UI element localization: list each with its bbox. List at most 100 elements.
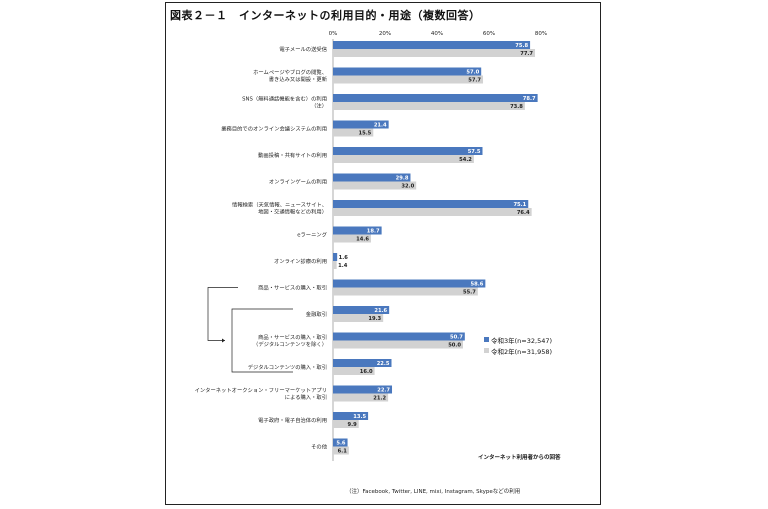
bar-series1 (333, 147, 483, 155)
bar-series2 (333, 49, 536, 57)
category-label: オンラインゲームの利用 (269, 178, 327, 186)
data-label-series1: 22.5 (377, 361, 390, 367)
bar-series1 (333, 438, 348, 447)
data-label-series2: 54.2 (459, 157, 472, 163)
data-label-series2: 77.7 (520, 51, 533, 57)
data-label-series1: 50.7 (450, 335, 463, 341)
category-label: ホームページやブログの閲覧、 (253, 68, 327, 76)
data-label-series1: 21.4 (374, 123, 387, 129)
data-label-series1: 75.8 (515, 43, 528, 49)
bar-series1 (333, 306, 390, 314)
data-label-series2: 1.4 (338, 263, 348, 269)
category-label: デジタルコンテンツの購入・取引 (248, 363, 327, 371)
bar-series1 (333, 385, 393, 394)
data-label-series2: 19.3 (368, 316, 381, 322)
x-tick-label: 80% (535, 31, 547, 37)
bar-series2 (333, 287, 478, 296)
bar-series2 (333, 102, 525, 110)
x-tick-label: 60% (483, 31, 495, 37)
data-label-series1: 57.5 (468, 149, 481, 155)
category-label: （デジタルコンテンツを除く） (253, 340, 327, 348)
bar-series2 (333, 181, 417, 190)
bar-series2 (333, 393, 389, 402)
bar-series1 (333, 41, 531, 49)
category-label: 動画投稿・共有サイトの利用 (258, 151, 327, 159)
category-label: 書き込み又は開設・更新 (269, 75, 328, 83)
legend-label-series2: 令和2年(n=31,958) (491, 347, 553, 356)
bar-series2 (333, 234, 371, 243)
category-label: 商品・サービスの購入・取引 (258, 284, 327, 292)
bar-series1 (333, 226, 382, 235)
data-label-series1: 1.6 (339, 255, 349, 261)
category-label: eラーニング (297, 231, 327, 239)
data-label-series2: 15.5 (358, 131, 371, 137)
category-label: （注） (311, 102, 327, 110)
legend-swatch-series2 (484, 348, 489, 353)
bar-series1 (333, 359, 392, 367)
data-label-series1: 75.1 (513, 202, 526, 208)
bar-series2 (333, 261, 337, 269)
category-label: 業務目的でのオンライン会議システムの利用 (221, 125, 327, 133)
data-label-series2: 9.9 (348, 422, 358, 428)
data-label-series1: 13.5 (353, 414, 366, 420)
bar-series1 (333, 67, 482, 76)
data-label-series2: 16.0 (360, 369, 373, 375)
bar-series1 (333, 173, 411, 182)
data-label-series2: 73.8 (510, 104, 523, 110)
data-label-series2: 14.6 (356, 237, 369, 243)
bracket-arrow (222, 338, 225, 343)
bar-series1 (333, 120, 389, 129)
bar-series2 (333, 75, 484, 84)
chart-title: 図表２－１ インターネットの利用目的・用途（複数回答） (170, 9, 481, 22)
data-label-series2: 21.2 (373, 396, 386, 402)
legend-item-series1: 令和3年(n=32,547) (484, 334, 552, 345)
bar-series1 (333, 332, 465, 341)
bar-series2 (333, 208, 532, 216)
data-label-series1: 22.7 (377, 388, 390, 394)
bar-chart: 0% 20% 40% 60% 80% 電子メールの送受信 75.8 77.7 ホームページやブロ… (195, 31, 547, 461)
x-tick-label: 0% (329, 31, 338, 37)
bar-series2 (333, 155, 474, 163)
category-label: SNS（無料通話機能を含む）の利用 (242, 95, 327, 103)
bar-series2 (333, 420, 359, 428)
category-label: 金融取引 (306, 310, 327, 318)
category-label: 電子メールの送受信 (279, 45, 327, 53)
data-label-series1: 58.6 (471, 282, 484, 288)
data-label-series1: 18.7 (367, 229, 380, 235)
category-label: 地図・交通情報などの利用） (258, 208, 327, 216)
bar-series1 (333, 200, 529, 208)
bar-series1 (333, 279, 486, 288)
data-label-series2: 55.7 (463, 290, 476, 296)
category-label: 商品・サービスの購入・取引 (258, 333, 327, 341)
category-label: その他 (311, 443, 328, 451)
category-label: オンライン診療の利用 (274, 257, 327, 265)
chart-frame: 図表２－１ インターネットの利用目的・用途（複数回答） 0% 20% 40% 60% 8… (165, 2, 601, 505)
bar-series2 (333, 128, 374, 137)
category-label: 電子政府・電子自治体の利用 (258, 416, 327, 424)
category-label: による購入・取引 (285, 393, 327, 401)
bracket-inner (231, 308, 293, 373)
bar-series1 (333, 253, 338, 261)
data-label-series2: 50.0 (448, 343, 461, 349)
data-label-series2: 32.0 (401, 184, 414, 190)
x-tick-label: 40% (431, 31, 443, 37)
bar-series2 (333, 314, 384, 322)
data-label-series1: 5.6 (336, 441, 346, 447)
bar-series2 (333, 446, 349, 455)
legend-item-series2: 令和2年(n=31,958) (484, 345, 552, 356)
data-label-series2: 6.1 (338, 449, 348, 455)
bracket-outer (207, 287, 238, 341)
data-label-series1: 57.0 (466, 70, 479, 76)
category-label: インターネットオークション・フリーマーケットアプリ (195, 386, 327, 394)
data-label-series2: 76.4 (517, 210, 530, 216)
data-label-series1: 21.6 (374, 308, 387, 314)
data-label-series2: 57.7 (468, 78, 481, 84)
bar-series1 (333, 94, 538, 102)
bar-series2 (333, 340, 463, 349)
footnote: （注）Facebook, Twitter, LINE, mixi, Instag… (346, 489, 521, 495)
bar-series1 (333, 412, 369, 420)
legend: 令和3年(n=32,547) 令和2年(n=31,958) (484, 334, 552, 356)
legend-label-series1: 令和3年(n=32,547) (491, 336, 553, 345)
x-tick-label: 20% (379, 31, 391, 37)
bar-series2 (333, 367, 375, 375)
